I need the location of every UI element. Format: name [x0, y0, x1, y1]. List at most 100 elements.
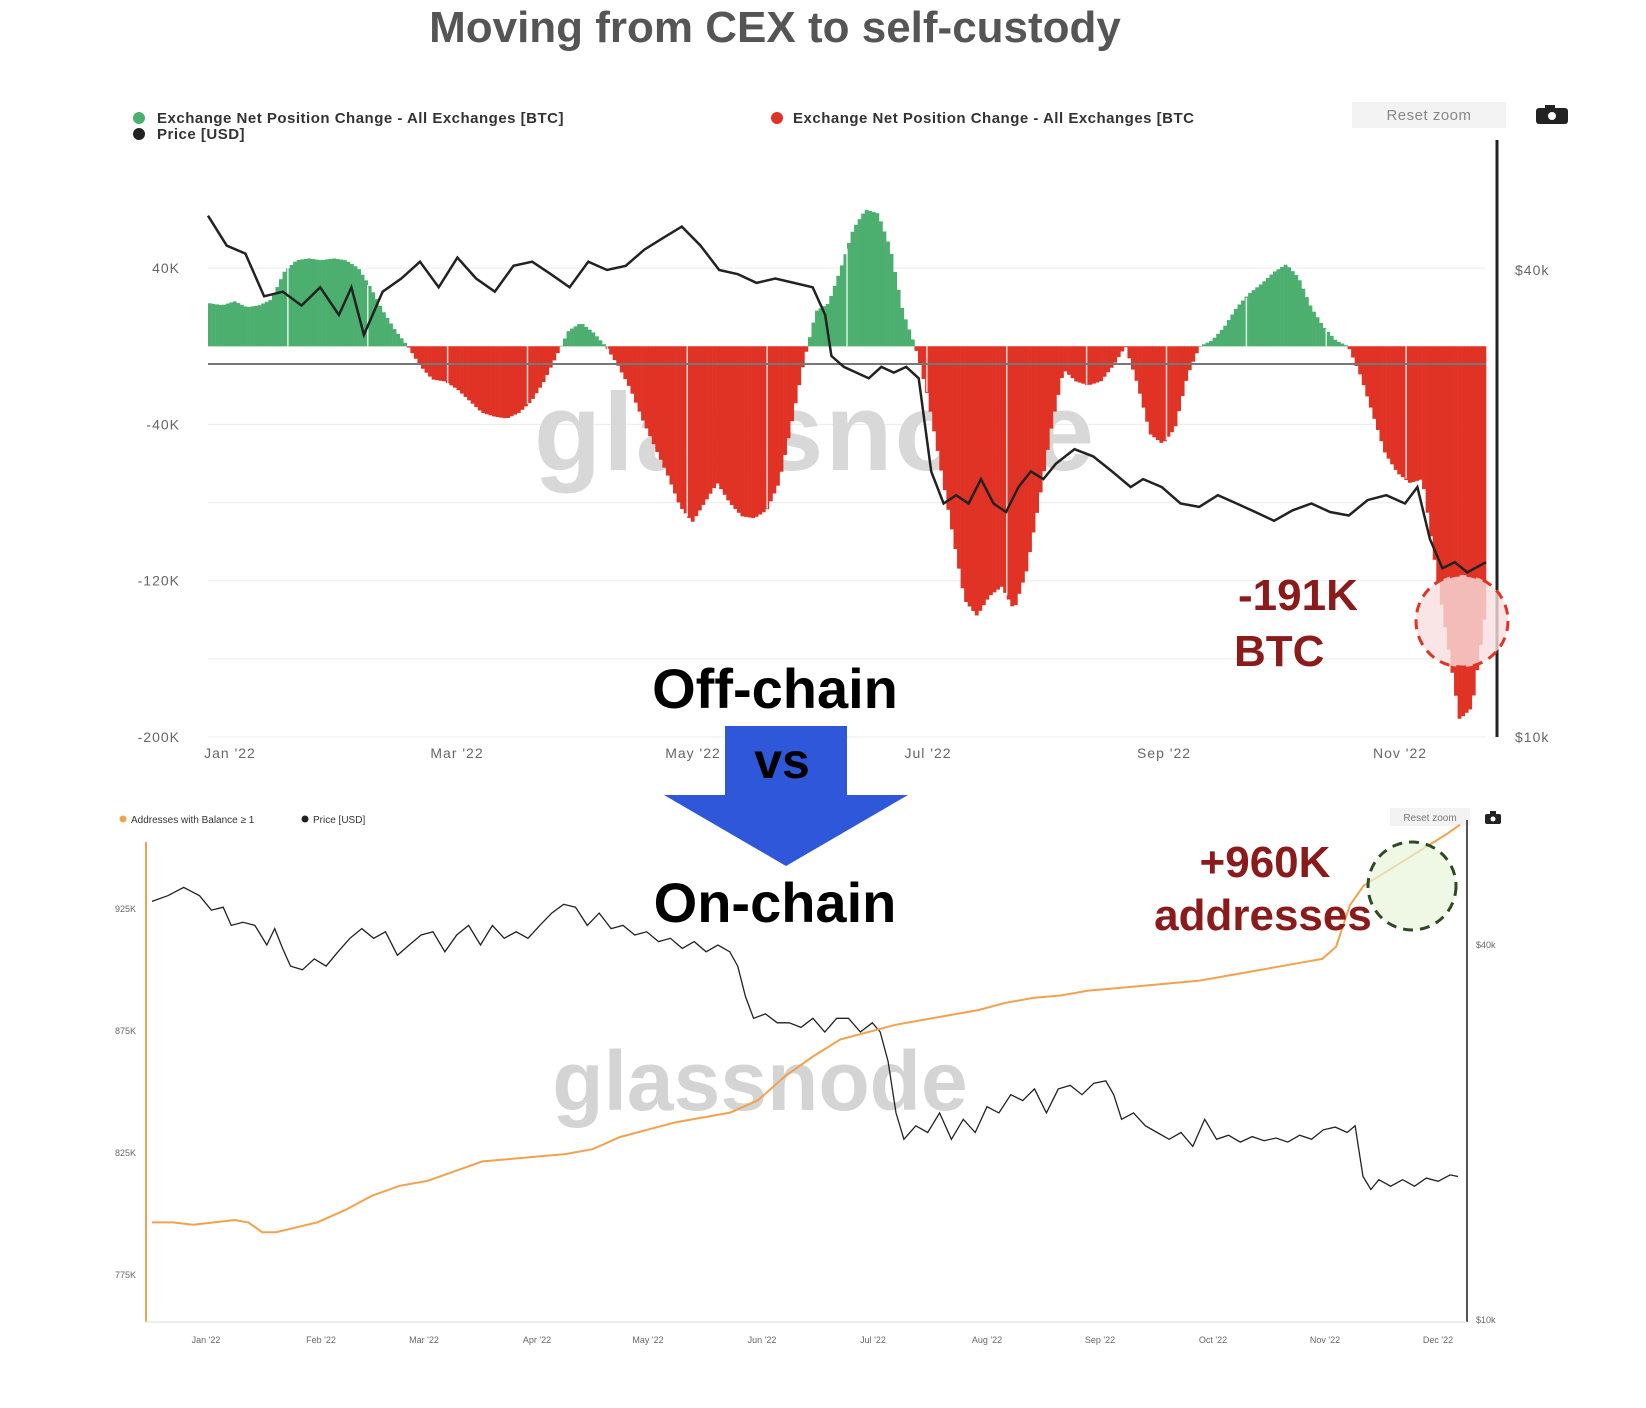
net-position-bar	[424, 346, 429, 373]
net-position-bar	[573, 326, 578, 347]
net-position-bar	[1251, 290, 1256, 347]
x-tick-label: Apr '22	[523, 1335, 551, 1345]
net-position-bar	[1003, 346, 1008, 593]
net-position-bar	[403, 342, 408, 347]
net-position-bar	[492, 346, 496, 417]
y-tick-label: -120K	[138, 573, 180, 589]
net-position-bar	[417, 346, 422, 365]
net-position-bar	[1273, 271, 1277, 347]
net-position-bar	[953, 346, 958, 550]
net-position-bar	[676, 346, 681, 503]
net-position-bar	[1102, 346, 1107, 377]
net-position-bar	[1329, 335, 1334, 347]
net-position-bar	[637, 346, 642, 412]
net-position-bar	[300, 259, 305, 347]
legend-positive[interactable]: Exchange Net Position Change - All Excha…	[157, 110, 564, 127]
net-position-bar	[460, 346, 464, 394]
net-position-bar	[900, 307, 905, 347]
y-tick-label: -40K	[146, 416, 180, 432]
net-position-bar	[506, 346, 511, 418]
net-position-bar	[293, 261, 298, 347]
legend-price[interactable]: Price [USD]	[157, 126, 245, 143]
x-tick-label: Feb '22	[306, 1335, 336, 1345]
top-bars	[208, 209, 1487, 719]
net-position-bar	[1322, 327, 1327, 347]
net-position-bar	[836, 275, 841, 347]
net-position-bar	[875, 213, 880, 347]
net-position-bar	[1411, 346, 1416, 483]
net-position-bar	[1024, 346, 1029, 572]
net-position-bar	[1482, 346, 1487, 620]
net-position-bar	[1351, 346, 1355, 358]
x-tick-label: Sep '22	[1085, 1335, 1115, 1345]
reset-zoom-button-bottom[interactable]	[1390, 808, 1470, 826]
net-position-bar	[413, 346, 418, 359]
reset-zoom-button-top[interactable]	[1352, 102, 1506, 128]
net-position-bar	[1131, 346, 1135, 370]
net-position-bar	[232, 301, 237, 347]
net-position-bar	[985, 346, 990, 600]
net-position-bar	[1432, 346, 1437, 560]
net-position-bar	[1120, 346, 1125, 352]
net-position-bar	[314, 259, 319, 347]
net-position-bar	[847, 243, 851, 347]
net-position-bar	[1308, 305, 1313, 347]
net-position-bar	[1216, 333, 1221, 347]
net-position-bar	[257, 305, 262, 347]
net-position-bar	[1187, 346, 1192, 371]
top-price-line	[206, 215, 1487, 574]
net-position-bar	[566, 331, 571, 347]
net-position-bar	[790, 346, 795, 422]
net-position-bar	[268, 300, 273, 347]
legend-price-2[interactable]: Price [USD]	[313, 815, 365, 826]
top-legend[interactable]: Exchange Net Position Change - All Excha…	[133, 110, 1195, 143]
net-position-bar	[964, 346, 968, 602]
camera-icon[interactable]	[1536, 105, 1568, 124]
y2-tick-label: $10k	[1515, 729, 1549, 745]
net-position-bar	[1177, 346, 1181, 412]
net-position-bar	[523, 346, 528, 407]
y2-tick-label: $40k	[1515, 262, 1549, 278]
net-position-bar	[271, 294, 276, 347]
net-position-bar	[381, 312, 386, 347]
net-position-bar	[967, 346, 972, 607]
net-position-bar	[768, 346, 773, 502]
net-position-bar	[740, 346, 745, 517]
net-position-bar	[1067, 346, 1071, 375]
bottom-watermark: glassnode	[552, 1034, 967, 1128]
net-position-bar	[1180, 346, 1185, 397]
legend-addresses[interactable]: Addresses with Balance ≥ 1	[131, 815, 255, 826]
net-position-bar	[1461, 346, 1465, 717]
net-position-bar	[1386, 346, 1391, 459]
net-position-bar	[307, 258, 312, 347]
bottom-x-axis: Jan '22 Feb '22 Mar '22 Apr '22 May '22 Jun '…	[192, 1335, 1453, 1345]
legend-negative[interactable]: Exchange Net Position Change - All Excha…	[793, 110, 1195, 127]
y-tick-label: 875K	[115, 1026, 136, 1036]
net-position-bar	[364, 280, 369, 347]
net-position-bar	[559, 345, 564, 347]
legend-marker-addresses	[119, 815, 127, 823]
top-chart: Exchange Net Position Change - All Excha…	[133, 102, 1568, 761]
net-position-bar	[374, 299, 379, 347]
net-position-bar	[648, 346, 653, 437]
x-tick-label: May '22	[632, 1335, 663, 1345]
net-position-bar	[463, 346, 468, 397]
net-position-bar	[1262, 281, 1267, 347]
net-position-bar	[1056, 346, 1061, 395]
net-position-bar	[1212, 337, 1217, 347]
net-position-bar	[641, 346, 645, 421]
bottom-legend[interactable]: Addresses with Balance ≥ 1 Price [USD]	[119, 815, 366, 826]
net-position-bar	[236, 303, 241, 347]
net-position-bar	[495, 346, 500, 418]
net-position-bar	[481, 346, 486, 414]
net-position-bar	[396, 333, 400, 347]
down-arrow-icon	[664, 726, 908, 866]
y-tick-label: 925K	[115, 904, 136, 914]
net-position-bar	[563, 338, 567, 347]
net-position-bar	[729, 346, 734, 505]
net-position-bar	[1297, 280, 1302, 347]
camera-icon[interactable]	[1485, 811, 1501, 824]
net-position-bar	[1471, 346, 1476, 696]
net-position-bar	[960, 346, 965, 589]
